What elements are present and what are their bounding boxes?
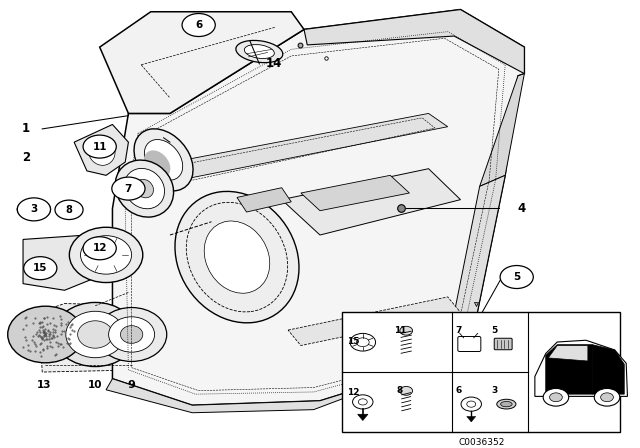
Polygon shape bbox=[288, 297, 461, 345]
Text: 3: 3 bbox=[30, 204, 38, 215]
Polygon shape bbox=[467, 417, 476, 422]
Ellipse shape bbox=[145, 139, 182, 180]
Polygon shape bbox=[535, 340, 627, 396]
Polygon shape bbox=[113, 9, 524, 405]
Polygon shape bbox=[546, 345, 593, 394]
Ellipse shape bbox=[69, 227, 143, 283]
FancyBboxPatch shape bbox=[342, 312, 620, 432]
Circle shape bbox=[63, 205, 76, 214]
Circle shape bbox=[83, 135, 116, 158]
Text: 7: 7 bbox=[125, 184, 132, 194]
Ellipse shape bbox=[24, 203, 44, 215]
Text: 12: 12 bbox=[347, 388, 360, 396]
Ellipse shape bbox=[244, 44, 275, 59]
Polygon shape bbox=[358, 414, 368, 421]
Polygon shape bbox=[548, 345, 588, 361]
Text: 1: 1 bbox=[22, 122, 30, 135]
Ellipse shape bbox=[497, 399, 516, 409]
Ellipse shape bbox=[88, 137, 115, 165]
Circle shape bbox=[467, 401, 476, 407]
Polygon shape bbox=[173, 113, 448, 177]
Text: 11: 11 bbox=[394, 326, 406, 335]
Polygon shape bbox=[100, 12, 304, 113]
Circle shape bbox=[400, 387, 413, 395]
Text: 14: 14 bbox=[266, 57, 282, 70]
Ellipse shape bbox=[77, 321, 113, 348]
Ellipse shape bbox=[134, 129, 193, 191]
Polygon shape bbox=[106, 175, 505, 413]
Text: 2: 2 bbox=[22, 151, 30, 164]
Circle shape bbox=[500, 266, 533, 289]
Text: 8: 8 bbox=[65, 205, 72, 215]
Text: 11: 11 bbox=[92, 142, 107, 151]
Circle shape bbox=[353, 395, 373, 409]
Ellipse shape bbox=[175, 191, 299, 323]
Text: 7: 7 bbox=[455, 326, 461, 335]
Ellipse shape bbox=[135, 179, 154, 198]
Polygon shape bbox=[593, 345, 624, 394]
Circle shape bbox=[358, 399, 367, 405]
Circle shape bbox=[24, 257, 57, 280]
Ellipse shape bbox=[66, 311, 125, 358]
Polygon shape bbox=[301, 175, 410, 211]
Text: C0036352: C0036352 bbox=[458, 438, 504, 447]
Ellipse shape bbox=[120, 326, 143, 343]
Polygon shape bbox=[479, 73, 524, 186]
Ellipse shape bbox=[124, 168, 164, 209]
Text: 10: 10 bbox=[88, 380, 102, 390]
Polygon shape bbox=[304, 9, 524, 73]
Polygon shape bbox=[282, 169, 461, 235]
Circle shape bbox=[543, 388, 569, 406]
Text: 8: 8 bbox=[397, 386, 403, 395]
Circle shape bbox=[595, 388, 620, 406]
Ellipse shape bbox=[109, 317, 155, 352]
Circle shape bbox=[356, 338, 369, 347]
Circle shape bbox=[112, 177, 145, 200]
Circle shape bbox=[55, 200, 83, 220]
Polygon shape bbox=[237, 188, 291, 212]
Polygon shape bbox=[23, 235, 103, 290]
Polygon shape bbox=[74, 125, 129, 175]
Circle shape bbox=[350, 333, 376, 351]
Ellipse shape bbox=[236, 40, 283, 63]
Text: 12: 12 bbox=[92, 243, 107, 253]
Ellipse shape bbox=[17, 199, 51, 220]
Text: 5: 5 bbox=[492, 326, 498, 335]
Circle shape bbox=[461, 397, 481, 411]
Circle shape bbox=[56, 201, 82, 219]
Circle shape bbox=[600, 393, 613, 402]
Polygon shape bbox=[39, 304, 167, 372]
Text: 4: 4 bbox=[517, 202, 525, 215]
Text: 15: 15 bbox=[33, 263, 47, 273]
Circle shape bbox=[400, 326, 413, 335]
Text: 5: 5 bbox=[513, 272, 520, 282]
Circle shape bbox=[83, 237, 116, 260]
Ellipse shape bbox=[204, 221, 269, 293]
Ellipse shape bbox=[8, 306, 83, 363]
Ellipse shape bbox=[500, 401, 512, 407]
Ellipse shape bbox=[81, 236, 132, 274]
Circle shape bbox=[182, 13, 215, 36]
Text: 9: 9 bbox=[127, 380, 136, 390]
Circle shape bbox=[17, 198, 51, 221]
Text: 15: 15 bbox=[347, 337, 360, 346]
Text: 6: 6 bbox=[195, 20, 202, 30]
Text: 6: 6 bbox=[455, 386, 461, 395]
Text: 13: 13 bbox=[37, 380, 51, 390]
Ellipse shape bbox=[144, 151, 170, 178]
Ellipse shape bbox=[97, 307, 167, 362]
Ellipse shape bbox=[115, 160, 173, 217]
FancyBboxPatch shape bbox=[458, 336, 481, 352]
Circle shape bbox=[550, 393, 563, 402]
FancyBboxPatch shape bbox=[494, 338, 512, 350]
Ellipse shape bbox=[54, 302, 137, 366]
Text: 3: 3 bbox=[492, 386, 498, 395]
